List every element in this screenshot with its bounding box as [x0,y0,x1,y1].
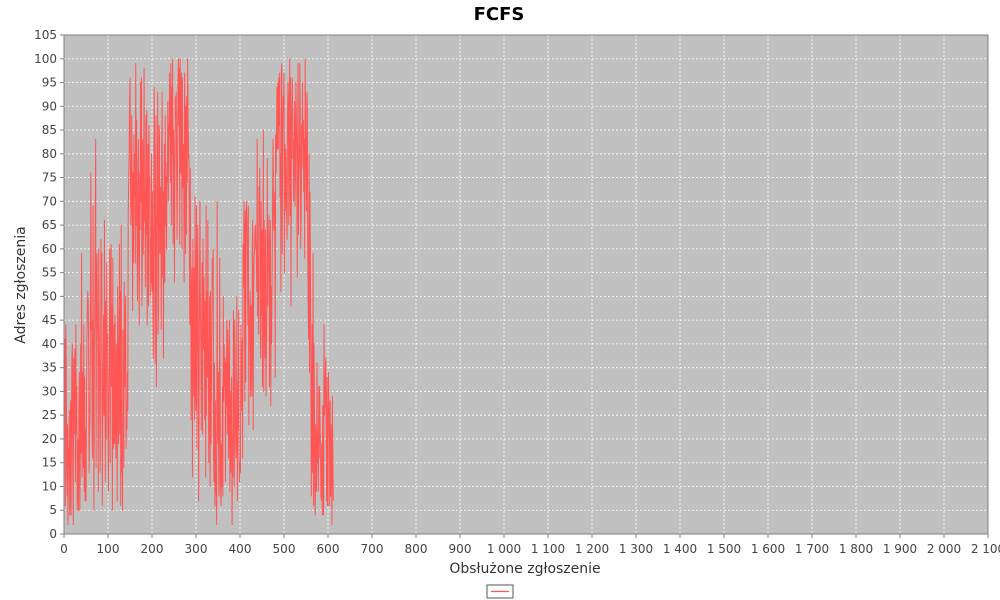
x-tick-label: 1 800 [839,542,873,556]
x-tick-label: 700 [361,542,384,556]
y-tick-label: 45 [42,313,57,327]
y-tick-label: 5 [49,503,57,517]
y-tick-label: 65 [42,218,57,232]
y-tick-label: 55 [42,266,57,280]
y-tick-label: 85 [42,123,57,137]
x-tick-label: 800 [405,542,428,556]
chart-title: FCFS [474,4,525,25]
y-tick-label: 20 [42,432,57,446]
x-tick-label: 900 [449,542,472,556]
x-tick-label: 1 400 [663,542,697,556]
series-line [63,58,334,525]
x-tick-label: 2 000 [927,542,961,556]
plot-background [64,35,988,534]
x-tick-label: 1 000 [487,542,521,556]
x-tick-label: 500 [273,542,296,556]
x-tick-label: 1 700 [795,542,829,556]
y-tick-label: 70 [42,194,57,208]
x-tick-label: 300 [185,542,208,556]
x-tick-label: 1 600 [751,542,785,556]
y-tick-label: 10 [42,479,57,493]
x-tick-label: 1 300 [619,542,653,556]
y-tick-label: 105 [34,28,57,42]
y-axis-title: Adres zgłoszenia [13,226,29,343]
y-tick-label: 100 [34,52,57,66]
y-axis: 0 5 10 15 20 25 30 35 40 45 50 55 60 65 70 75 80 85 90 95 10… [34,28,64,541]
data-series [63,58,334,525]
legend [486,584,514,599]
y-tick-label: 50 [42,289,57,303]
x-tick-label: 100 [97,542,120,556]
x-tick-label: 1 200 [575,542,609,556]
y-tick-label: 80 [42,147,57,161]
y-tick-label: 40 [42,337,57,351]
x-tick-label: 0 [60,542,68,556]
y-tick-label: 90 [42,99,57,113]
x-tick-label: 600 [317,542,340,556]
y-tick-label: 35 [42,361,57,375]
x-axis: 0 100 200 300 400 500 600 700 800 900 1 000 1 100 1 … [60,534,1000,556]
y-tick-label: 95 [42,76,57,90]
y-tick-label: 0 [49,527,57,541]
plot-area [63,34,989,535]
x-axis-title: Obsłużone zgłoszenie [449,561,600,577]
y-tick-label: 25 [42,408,57,422]
y-tick-label: 75 [42,171,57,185]
x-tick-label: 1 900 [883,542,917,556]
x-tick-label: 1 100 [531,542,565,556]
y-tick-label: 60 [42,242,57,256]
y-tick-label: 15 [42,456,57,470]
y-tick-label: 30 [42,384,57,398]
x-tick-label: 1 500 [707,542,741,556]
plot-border [63,34,989,535]
x-tick-label: 200 [141,542,164,556]
x-tick-label: 400 [229,542,252,556]
x-tick-label: 2 100 [971,542,1000,556]
